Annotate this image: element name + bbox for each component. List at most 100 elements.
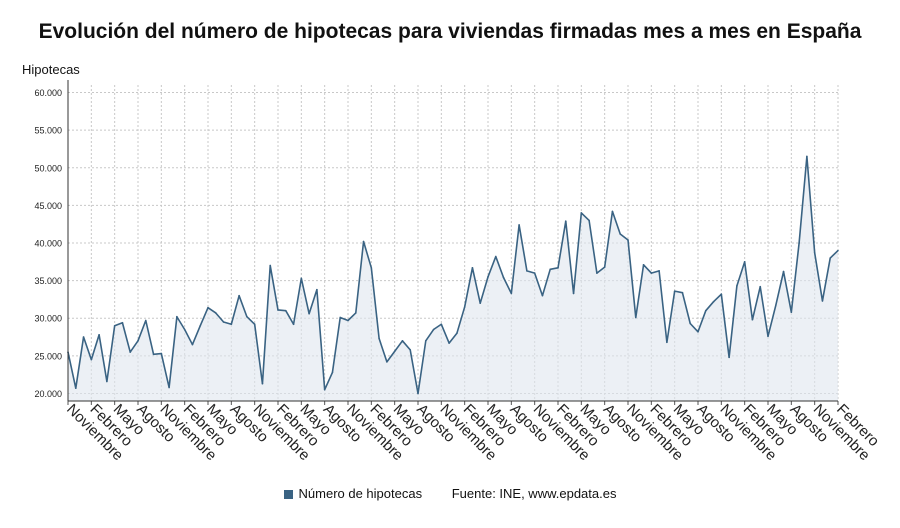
data-point [697, 330, 699, 333]
data-point [736, 285, 738, 287]
data-point [767, 335, 769, 338]
data-point [292, 323, 295, 326]
data-point [300, 277, 303, 280]
data-point [564, 220, 567, 222]
data-point [424, 340, 427, 342]
data-point [541, 294, 544, 297]
data-point [214, 312, 217, 314]
data-point [222, 321, 225, 323]
data-point [502, 276, 505, 279]
data-point [137, 340, 139, 342]
data-point [743, 261, 746, 263]
data-point [253, 323, 256, 326]
data-point [471, 267, 474, 269]
y-tick-label: 40.000 [34, 239, 62, 249]
data-point [144, 319, 147, 322]
data-point [650, 272, 653, 274]
data-point [82, 336, 85, 338]
data-point [284, 309, 287, 312]
data-point [596, 272, 598, 274]
data-point [689, 322, 692, 325]
y-tick-label: 50.000 [34, 163, 62, 173]
data-point [759, 285, 762, 288]
data-point [619, 233, 622, 235]
data-point [681, 291, 684, 294]
data-point [790, 311, 793, 314]
series-area [68, 156, 838, 401]
y-tick-label: 20.000 [34, 389, 62, 399]
data-point [246, 315, 248, 318]
data-point [549, 268, 552, 271]
data-point [634, 316, 637, 319]
data-point [323, 388, 326, 391]
data-point [386, 361, 388, 363]
y-tick-label: 30.000 [34, 314, 62, 324]
data-point [572, 292, 575, 295]
data-point [806, 155, 808, 158]
data-point [277, 309, 279, 311]
data-point [129, 351, 132, 353]
data-point [378, 337, 380, 340]
data-point [704, 309, 707, 312]
data-point [106, 380, 108, 383]
data-point [339, 316, 342, 319]
legend-series-label: Número de hipotecas [298, 486, 423, 501]
data-point [74, 387, 77, 390]
y-tick-label: 35.000 [34, 276, 62, 286]
data-point [782, 270, 785, 273]
data-point [728, 356, 730, 359]
data-point [347, 319, 349, 322]
data-point [331, 371, 334, 374]
data-point [362, 240, 365, 243]
legend-swatch [283, 490, 293, 499]
data-point [199, 324, 202, 327]
legend: Número de hipotecas Fuente: INE, www.epd… [0, 486, 900, 501]
data-point [518, 224, 520, 226]
data-point [191, 343, 194, 346]
data-point [417, 392, 419, 395]
data-point [269, 264, 272, 267]
y-tick-label: 60.000 [34, 88, 62, 98]
source-note: Fuente: INE, www.epdata.es [451, 486, 617, 501]
data-point [494, 255, 497, 258]
data-point [463, 306, 466, 308]
data-point [168, 386, 170, 389]
data-point [658, 270, 660, 272]
data-point [712, 300, 715, 303]
data-point [627, 239, 629, 241]
data-point [152, 353, 155, 356]
data-point [401, 340, 404, 342]
data-point [370, 267, 373, 269]
y-tick-label: 25.000 [34, 351, 62, 361]
data-point [261, 382, 264, 385]
y-tick-label: 45.000 [34, 201, 62, 211]
data-point [510, 292, 513, 295]
data-point [666, 341, 668, 344]
data-point [526, 270, 528, 272]
y-tick-label: 55.000 [34, 126, 62, 136]
data-point [720, 293, 723, 295]
data-point [113, 324, 116, 327]
data-point [207, 306, 209, 309]
data-point [160, 352, 163, 355]
data-point [316, 288, 318, 291]
data-point [98, 333, 100, 336]
data-point [121, 321, 124, 324]
data-point [798, 242, 800, 244]
data-point [774, 304, 777, 307]
data-point [90, 358, 93, 361]
data-point [456, 332, 458, 335]
data-point [642, 264, 645, 266]
data-point [829, 257, 832, 259]
data-point [176, 315, 178, 318]
data-point [487, 276, 489, 278]
data-point [479, 302, 482, 304]
data-point [821, 300, 824, 302]
data-point [183, 328, 186, 331]
data-point [354, 312, 357, 314]
data-point [588, 219, 590, 222]
data-point [230, 323, 233, 326]
data-point [673, 290, 676, 292]
data-point [308, 312, 310, 315]
data-point [432, 328, 435, 331]
